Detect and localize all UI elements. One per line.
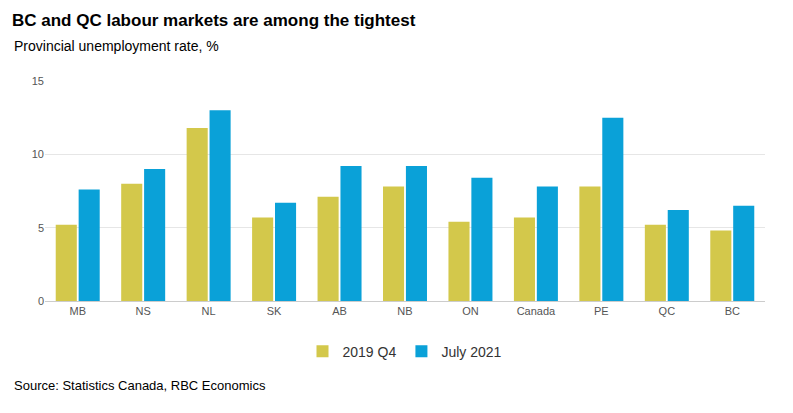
svg-text:NB: NB — [397, 305, 412, 317]
svg-text:5: 5 — [38, 222, 44, 234]
svg-text:July 2021: July 2021 — [441, 344, 501, 360]
svg-text:BC and QC labour markets are a: BC and QC labour markets are among the t… — [12, 11, 416, 30]
svg-text:0: 0 — [38, 295, 44, 307]
svg-text:NL: NL — [202, 305, 216, 317]
svg-text:Canada: Canada — [517, 305, 556, 317]
svg-text:SK: SK — [267, 305, 282, 317]
svg-text:Source: Statistics Canada, RBC: Source: Statistics Canada, RBC Economics — [14, 378, 266, 393]
svg-text:QC: QC — [659, 305, 676, 317]
svg-text:AB: AB — [332, 305, 347, 317]
svg-text:NS: NS — [136, 305, 151, 317]
svg-text:BC: BC — [725, 305, 740, 317]
svg-text:MB: MB — [69, 305, 86, 317]
svg-text:Provincial unemployment rate,: Provincial unemployment rate, % — [14, 38, 219, 54]
svg-text:2019 Q4: 2019 Q4 — [343, 344, 397, 360]
svg-text:PE: PE — [594, 305, 609, 317]
svg-text:ON: ON — [462, 305, 479, 317]
svg-text:10: 10 — [32, 148, 44, 160]
svg-text:15: 15 — [32, 75, 44, 87]
